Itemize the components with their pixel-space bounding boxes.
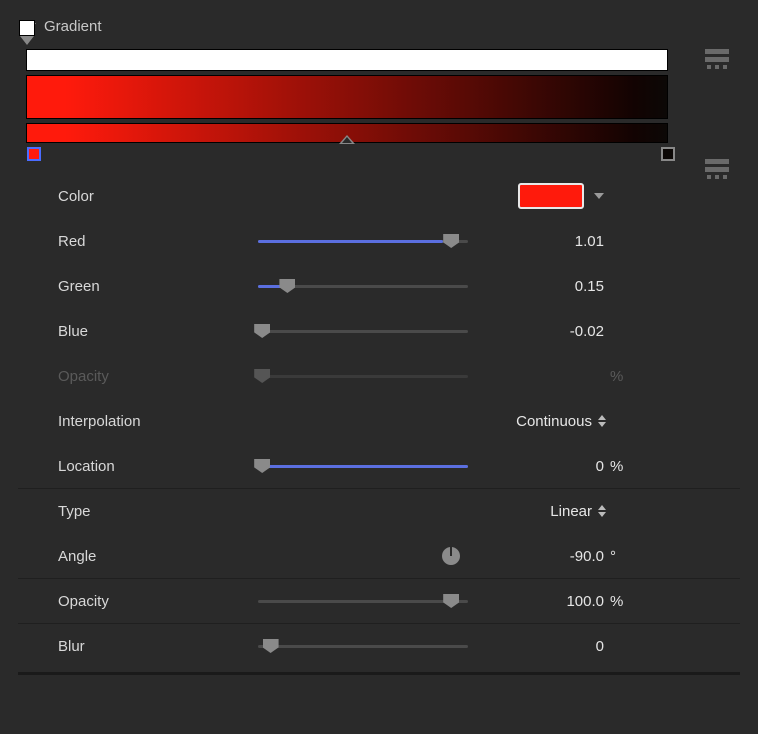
slider-location[interactable] — [258, 456, 468, 476]
value-blue[interactable]: -0.02 — [468, 323, 608, 340]
popup-type[interactable]: Linear — [468, 503, 608, 520]
value-red[interactable]: 1.01 — [468, 233, 608, 250]
slider-blur[interactable] — [258, 636, 468, 656]
section-header[interactable]: Gradient — [18, 10, 740, 49]
label-blur: Blur — [58, 638, 258, 655]
row-location: Location 0 % — [18, 443, 740, 488]
label-angle: Angle — [58, 548, 258, 565]
row-blur: Blur 0 — [18, 623, 740, 668]
popup-stepper-icon[interactable] — [598, 505, 606, 517]
parameter-list: Color Red 1.01 Green 0.15 Blue -0.02 — [18, 173, 740, 668]
label-color: Color — [58, 188, 258, 205]
slider-blue[interactable] — [258, 321, 468, 341]
value-angle[interactable]: -90.0 — [468, 548, 608, 565]
gradient-opacity-bar[interactable] — [26, 49, 668, 71]
color-well[interactable] — [518, 183, 584, 209]
opacity-stop-swatch[interactable] — [19, 20, 35, 36]
popup-value-interpolation: Continuous — [516, 413, 592, 430]
slider-thumb-icon[interactable] — [279, 279, 295, 293]
section-divider — [18, 672, 740, 675]
label-blue: Blue — [58, 323, 258, 340]
value-location[interactable]: 0 — [468, 458, 608, 475]
label-green: Green — [58, 278, 258, 295]
row-angle: Angle -90.0 ° — [18, 533, 740, 578]
slider-thumb-icon[interactable] — [263, 639, 279, 653]
row-opacity-stop: Opacity % — [18, 353, 740, 398]
label-opacity-stop: Opacity — [58, 368, 258, 385]
gradient-color-bar[interactable] — [26, 75, 668, 119]
angle-dial[interactable] — [440, 545, 462, 567]
distribute-color-stops-icon[interactable] — [704, 159, 730, 179]
distribute-opacity-stops-icon[interactable] — [704, 49, 730, 69]
unit-angle: ° — [608, 548, 638, 565]
popup-value-type: Linear — [550, 503, 592, 520]
slider-opacity[interactable] — [258, 591, 468, 611]
slider-thumb-icon[interactable] — [443, 594, 459, 608]
popup-interpolation[interactable]: Continuous — [468, 413, 608, 430]
label-type: Type — [58, 503, 258, 520]
row-type: Type Linear — [18, 488, 740, 533]
row-red: Red 1.01 — [18, 218, 740, 263]
gradient-stop-right[interactable] — [661, 147, 675, 161]
gradient-stop-track[interactable] — [34, 147, 668, 167]
slider-red[interactable] — [258, 231, 468, 251]
unit-location: % — [608, 458, 638, 475]
unit-opacity: % — [608, 593, 638, 610]
row-opacity: Opacity 100.0 % — [18, 578, 740, 623]
slider-opacity-stop — [258, 366, 468, 386]
section-title: Gradient — [44, 18, 102, 35]
slider-thumb-icon[interactable] — [443, 234, 459, 248]
popup-stepper-icon[interactable] — [598, 415, 606, 427]
value-green[interactable]: 0.15 — [468, 278, 608, 295]
row-interpolation: Interpolation Continuous — [18, 398, 740, 443]
slider-green[interactable] — [258, 276, 468, 296]
label-interpolation: Interpolation — [58, 413, 258, 430]
label-opacity: Opacity — [58, 593, 258, 610]
unit-opacity-stop: % — [608, 368, 638, 385]
value-opacity[interactable]: 100.0 — [468, 593, 608, 610]
gradient-preview-bar[interactable] — [26, 123, 668, 143]
gradient-editor — [18, 49, 740, 167]
row-color: Color — [18, 173, 740, 218]
label-red: Red — [58, 233, 258, 250]
color-popup-chevron-icon[interactable] — [594, 193, 604, 199]
midpoint-handle-icon[interactable] — [339, 135, 355, 144]
gradient-stop-left[interactable] — [27, 147, 41, 161]
row-green: Green 0.15 — [18, 263, 740, 308]
value-blur[interactable]: 0 — [468, 638, 608, 655]
label-location: Location — [58, 458, 258, 475]
opacity-stop-marker-icon[interactable] — [20, 36, 34, 45]
row-blue: Blue -0.02 — [18, 308, 740, 353]
